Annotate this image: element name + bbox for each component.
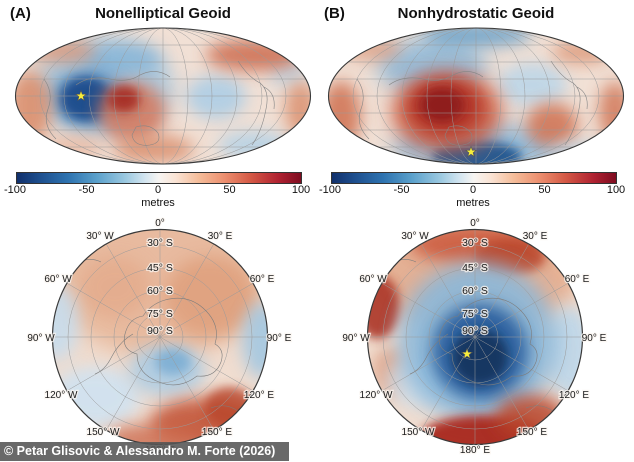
meridian-label-60w: 60° W [44,274,72,285]
meridian-label-150e: 150° E [517,427,547,438]
meridian-label-90w: 90° W [342,333,370,344]
latitude-label-90s: 90° S [462,325,488,337]
meridian-label-90e: 90° E [267,333,292,344]
colorbar-a-ticks: -100 -50 0 50 100 [4,184,310,196]
latitude-label-30s: 30° S [462,237,488,249]
copyright-text: © Petar Glisovic & Alessandro M. Forte (… [4,444,276,458]
polar-map-nonelliptical: 0° 30° W 30° E 60° W 60° E 90° W 90° E 1… [26,217,293,457]
meridian-label-120w: 120° W [360,390,393,401]
map-outline [327,27,625,165]
latitude-label-90s: 90° S [147,325,173,337]
colorbar-a-unit: metres [141,197,175,209]
panel-title-b: Nonhydrostatic Geoid [397,5,555,22]
colorbar-b-ticks: -100 -50 0 50 100 [319,184,625,196]
tick-label: 100 [606,184,626,196]
map-outline [366,228,584,446]
graticule [15,28,311,164]
tick-label: 0 [469,184,477,196]
meridian-label-150e: 150° E [202,427,232,438]
meridian-label-30w: 30° W [86,231,114,242]
meridian-label-150w: 150° W [402,427,435,438]
panel-label-b: (B) [324,5,345,22]
meridian-labels: 0° 30° W 30° E 60° W 60° E 90° W 90° E 1… [341,217,608,457]
tick-label: -50 [393,184,410,196]
tick-label: -100 [318,184,342,196]
colorbar-a [16,172,302,184]
latitude-labels: 30° S 45° S 60° S 75° S 90° S [146,236,174,338]
meridian-label-30e: 30° E [208,231,233,242]
meridian-label-0: 0° [470,218,480,229]
meridian-label-180e: 180° E [460,445,490,456]
latitude-label-45s: 45° S [462,262,488,274]
latitude-label-45s: 45° S [147,262,173,274]
tick-label: 50 [538,184,551,196]
latitude-label-75s: 75° S [462,308,488,320]
tick-label: -50 [78,184,95,196]
meridian-label-120e: 120° E [559,390,589,401]
map-outline [14,27,312,165]
meridian-label-90w: 90° W [27,333,55,344]
colorbar-b-unit: metres [456,197,490,209]
colorbar-b [331,172,617,184]
latitude-labels: 30° S 45° S 60° S 75° S 90° S [461,236,489,338]
coastlines [43,60,275,146]
meridian-label-60e: 60° E [250,274,275,285]
meridian-label-60w: 60° W [359,274,387,285]
latitude-label-60s: 60° S [147,285,173,297]
meridian-label-30e: 30° E [523,231,548,242]
credit-badge: © Petar Glisovic & Alessandro M. Forte (… [0,442,289,461]
meridian-labels: 0° 30° W 30° E 60° W 60° E 90° W 90° E 1… [26,217,293,457]
latitude-label-30s: 30° S [147,237,173,249]
meridian-label-120w: 120° W [45,390,78,401]
meridian-label-90e: 90° E [582,333,607,344]
meridian-label-0: 0° [155,218,165,229]
star-marker-antarctica-low [464,145,478,158]
mollweide-map-nonelliptical [14,27,312,165]
polar-map-nonhydrostatic: 0° 30° W 30° E 60° W 60° E 90° W 90° E 1… [341,217,608,457]
tick-label: 0 [154,184,162,196]
graticule [328,28,624,164]
meridian-label-60e: 60° E [565,274,590,285]
mollweide-map-nonhydrostatic [327,27,625,165]
latitude-label-75s: 75° S [147,308,173,320]
star-marker-south-pole [460,347,474,360]
tick-label: -100 [3,184,27,196]
tick-label: 100 [291,184,311,196]
panel-title-a: Nonelliptical Geoid [95,5,231,22]
latitude-label-60s: 60° S [462,285,488,297]
meridian-label-30w: 30° W [401,231,429,242]
panel-label-a: (A) [10,5,31,22]
meridian-label-150w: 150° W [87,427,120,438]
star-marker-indian-ocean-low [74,89,88,102]
meridian-label-120e: 120° E [244,390,274,401]
coastlines [356,60,588,146]
tick-label: 50 [223,184,236,196]
